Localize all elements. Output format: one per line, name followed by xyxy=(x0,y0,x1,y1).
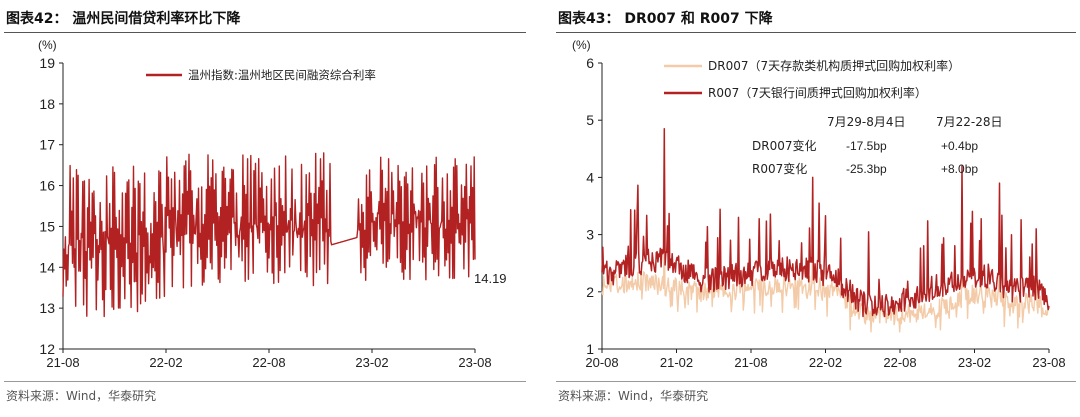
x-tick-label: 22-08 xyxy=(883,355,916,370)
y-tick-label: 14 xyxy=(39,259,55,275)
series-line-wenzhou-rate xyxy=(62,152,476,318)
x-tick-label: 22-08 xyxy=(252,355,285,370)
series-line-dr007 xyxy=(601,230,1050,333)
x-tick-label: 21-08 xyxy=(734,355,767,370)
last-value-label: 14.19 xyxy=(474,271,507,286)
x-tick-label: 23-08 xyxy=(1032,355,1065,370)
y-axis-unit: (%) xyxy=(572,38,591,52)
source-divider xyxy=(556,381,1076,382)
figure-title: 图表42： 温州民间借贷利率环比下降 xyxy=(6,11,241,27)
table-header-week1: 7月29-8月4日 xyxy=(827,115,906,129)
y-tick-label: 2 xyxy=(586,284,594,300)
source-note: 资料来源：Wind，华泰研究 xyxy=(558,389,709,403)
legend-label: 温州指数:温州地区民间融资综合利率 xyxy=(188,68,376,82)
table-header-week2: 7月22-28日 xyxy=(936,115,1003,129)
table-cell-dr007-week1: -17.5bp xyxy=(846,139,887,153)
left-chart-panel: 图表42： 温州民间借贷利率环比下降 (%) 12 13 14 15 16 17 18 19 … xyxy=(0,0,530,417)
source-note: 资料来源：Wind，华泰研究 xyxy=(6,389,157,403)
x-tick-label: 21-02 xyxy=(660,355,693,370)
title-divider xyxy=(556,32,1076,33)
title-divider xyxy=(4,32,526,33)
right-chart-panel: 图表43： DR007 和 R007 下降 (%) 1 2 3 4 5 6 20-08 21… xyxy=(552,0,1080,417)
legend: 温州指数:温州地区民间融资综合利率 xyxy=(146,68,376,82)
y-axis-unit: (%) xyxy=(38,38,57,52)
legend: DR007（7天存款类机构质押式回购加权利率） R007（7天银行间质押式回购加… xyxy=(664,58,960,100)
series-line-r007 xyxy=(601,128,1050,318)
dr007-r007-chart: (%) 1 2 3 4 5 6 20-08 21-02 21-08 22-02 22-08 23-0… xyxy=(572,38,1066,370)
y-tick-label: 13 xyxy=(39,300,55,316)
y-tick-label: 6 xyxy=(586,55,594,71)
y-tick-label: 17 xyxy=(39,137,55,153)
table-cell-r007-week1: -25.3bp xyxy=(846,162,887,176)
y-tick-label: 19 xyxy=(39,55,55,71)
x-tick-label: 22-02 xyxy=(149,355,182,370)
change-annotation-table: 7月29-8月4日 7月22-28日 DR007变化 -17.5bp +0.4b… xyxy=(752,115,1003,176)
x-tick-label: 23-08 xyxy=(458,355,491,370)
legend-label-dr007: DR007（7天存款类机构质押式回购加权利率） xyxy=(708,58,960,73)
x-tick-label: 21-08 xyxy=(46,355,79,370)
y-tick-label: 12 xyxy=(39,341,55,357)
table-row-label-r007: R007变化 xyxy=(752,161,807,176)
figure-title: 图表43： DR007 和 R007 下降 xyxy=(558,11,773,27)
x-tick-label: 23-02 xyxy=(355,355,388,370)
y-tick-label: 4 xyxy=(586,169,594,185)
y-tick-label: 5 xyxy=(586,112,594,128)
y-tick-label: 15 xyxy=(39,218,55,234)
table-cell-r007-week2: +8.0bp xyxy=(941,162,978,176)
x-tick-label: 23-02 xyxy=(958,355,991,370)
table-cell-dr007-week2: +0.4bp xyxy=(941,139,978,153)
legend-label-r007: R007（7天银行间质押式回购加权利率） xyxy=(708,85,927,100)
table-row-label-dr007: DR007变化 xyxy=(752,138,816,153)
y-tick-label: 1 xyxy=(586,341,594,357)
x-tick-label: 20-08 xyxy=(585,355,618,370)
y-tick-label: 18 xyxy=(39,96,55,112)
source-divider xyxy=(4,381,526,382)
wenzhou-rate-chart: (%) 12 13 14 15 16 17 18 19 21-08 22-02 22-08 23-0… xyxy=(38,38,507,370)
x-tick-label: 22-02 xyxy=(809,355,842,370)
y-tick-label: 16 xyxy=(39,178,55,194)
y-tick-label: 3 xyxy=(586,227,594,243)
